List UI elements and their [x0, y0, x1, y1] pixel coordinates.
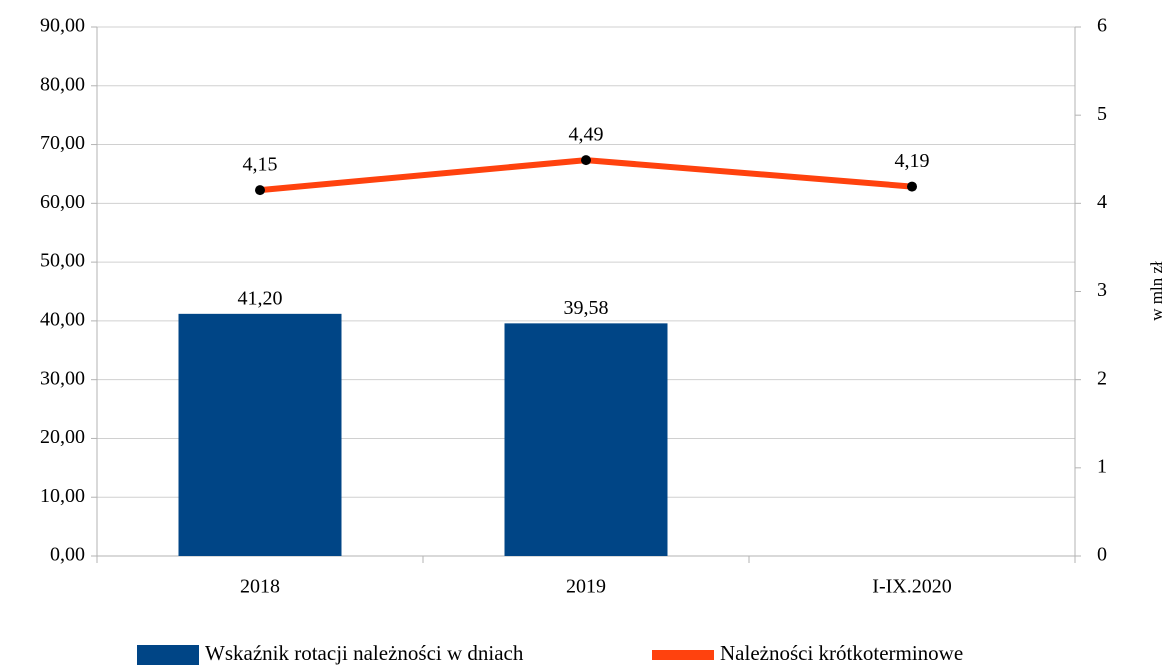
- y-tick-label: 40,00: [40, 308, 85, 330]
- marker: [907, 181, 917, 192]
- y2-tick-label: 6: [1097, 15, 1107, 37]
- y-tick-label: 60,00: [40, 191, 85, 213]
- data-label: 41,20: [238, 287, 283, 309]
- x-tick-label: I-IX.2020: [872, 576, 951, 598]
- x-tick-label: 2018: [240, 576, 280, 598]
- y-tick-label: 80,00: [40, 73, 85, 95]
- y2-axis-label: w mln zł: [1147, 261, 1166, 321]
- y2-tick-label: 2: [1097, 367, 1107, 389]
- marker: [255, 185, 265, 196]
- y-tick-label: 30,00: [40, 367, 85, 389]
- legend-swatch: [137, 645, 199, 665]
- bar: [504, 323, 668, 556]
- marker: [581, 155, 591, 166]
- y2-tick-label: 3: [1097, 279, 1107, 301]
- y-tick-label: 20,00: [40, 426, 85, 448]
- y-tick-label: 0,00: [50, 544, 85, 566]
- y-tick-label: 90,00: [40, 15, 85, 37]
- y2-tick-label: 0: [1097, 544, 1107, 566]
- y-tick-label: 10,00: [40, 485, 85, 507]
- y2-tick-label: 1: [1097, 455, 1107, 477]
- legend-label: Wskaźnik rotacji należności w dniach: [205, 641, 524, 665]
- y-tick-label: 50,00: [40, 250, 85, 272]
- data-label: 39,58: [564, 297, 609, 319]
- bar: [178, 313, 342, 556]
- data-label: 4,19: [895, 150, 930, 172]
- y2-tick-label: 5: [1097, 103, 1107, 125]
- data-label: 4,49: [569, 124, 604, 146]
- legend-swatch: [652, 650, 714, 660]
- data-label: 4,15: [243, 154, 278, 176]
- x-tick-label: 2019: [566, 576, 606, 598]
- legend-label: Należności krótkoterminowe: [720, 641, 963, 665]
- y2-tick-label: 4: [1097, 191, 1107, 213]
- y-tick-label: 70,00: [40, 132, 85, 154]
